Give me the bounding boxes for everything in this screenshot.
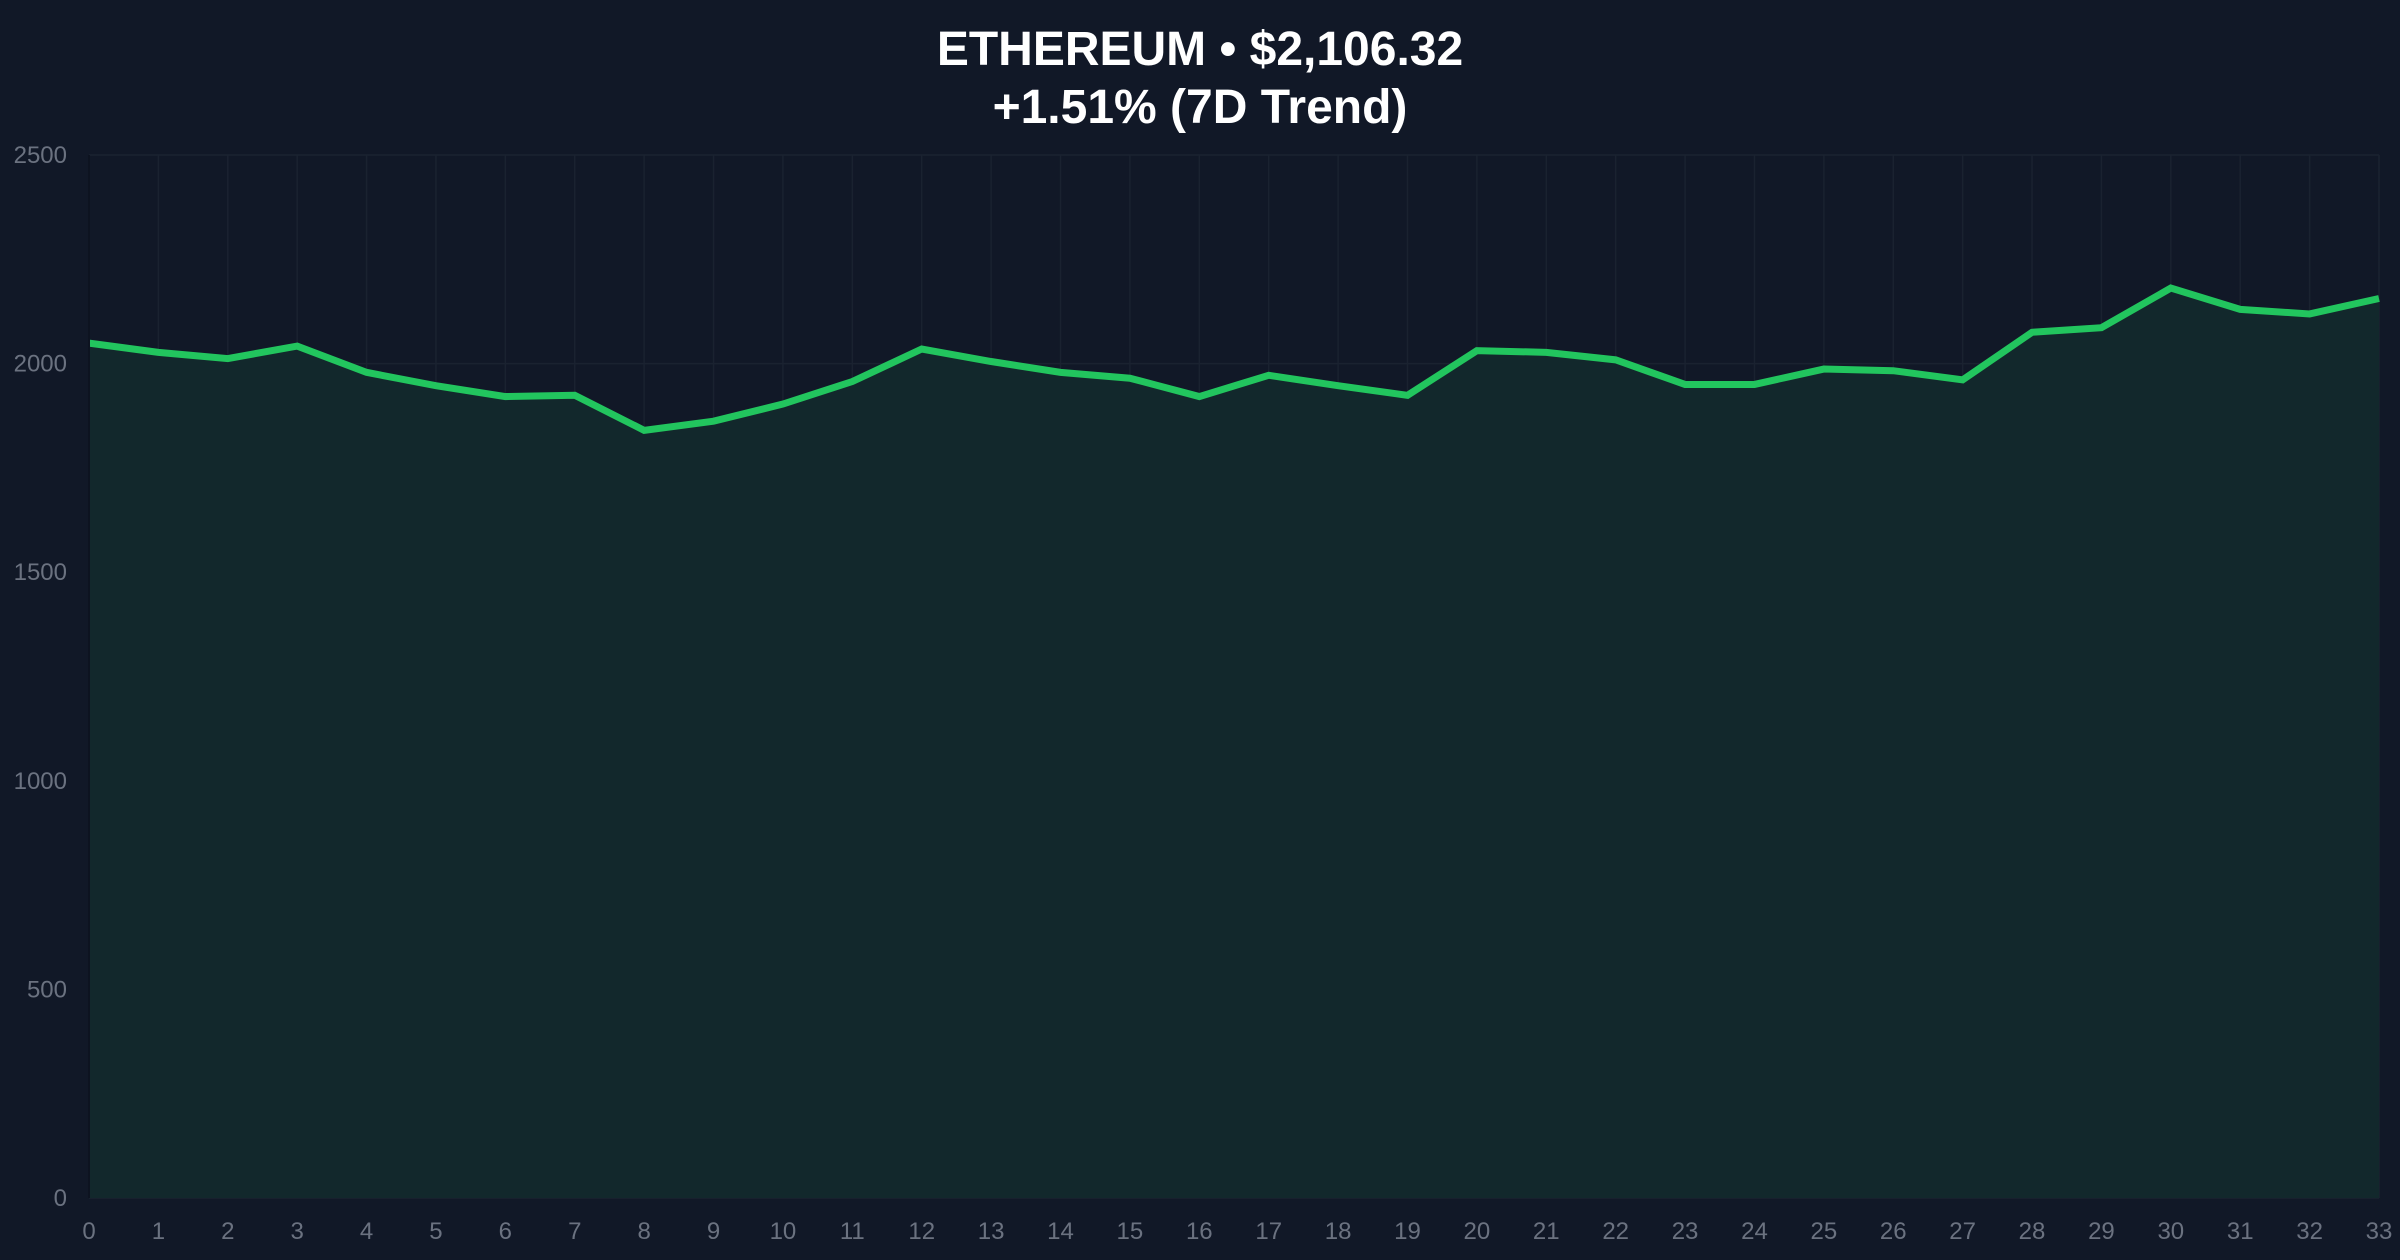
y-tick-label: 500 (27, 976, 67, 1003)
y-tick-label: 2000 (14, 351, 67, 378)
chart-subtitle: +1.51% (7D Trend) (992, 81, 1408, 134)
x-tick-label: 13 (978, 1218, 1005, 1245)
y-tick-label: 1000 (14, 768, 67, 795)
x-tick-label: 0 (82, 1218, 95, 1245)
x-tick-label: 26 (1880, 1218, 1907, 1245)
x-tick-label: 8 (637, 1218, 650, 1245)
x-tick-label: 5 (429, 1218, 442, 1245)
x-tick-label: 27 (1949, 1218, 1976, 1245)
x-tick-label: 11 (840, 1218, 865, 1245)
y-tick-label: 0 (54, 1185, 67, 1212)
x-tick-label: 1 (152, 1218, 165, 1245)
x-tick-label: 4 (360, 1218, 373, 1245)
x-tick-label: 21 (1533, 1218, 1560, 1245)
x-tick-label: 24 (1741, 1218, 1768, 1245)
x-tick-label: 2 (221, 1218, 234, 1245)
x-tick-label: 16 (1186, 1218, 1213, 1245)
x-tick-label: 32 (2296, 1218, 2323, 1245)
price-line (88, 284, 2380, 434)
chart-title: ETHEREUM • $2,106.32 (936, 23, 1464, 76)
x-tick-label: 20 (1464, 1218, 1491, 1245)
area-fill (89, 288, 2379, 1198)
x-tick-label: 33 (2366, 1218, 2393, 1245)
x-tick-label: 31 (2227, 1218, 2254, 1245)
x-tick-label: 12 (908, 1218, 935, 1245)
x-tick-label: 25 (1810, 1218, 1837, 1245)
x-tick-label: 7 (568, 1218, 581, 1245)
x-tick-label: 30 (2157, 1218, 2184, 1245)
x-tick-label: 9 (707, 1218, 720, 1245)
x-tick-label: 18 (1325, 1218, 1352, 1245)
x-tick-label: 14 (1047, 1218, 1074, 1245)
x-tick-label: 22 (1602, 1218, 1629, 1245)
y-tick-label: 2500 (14, 142, 67, 169)
x-tick-label: 28 (2019, 1218, 2046, 1245)
x-tick-label: 17 (1255, 1218, 1282, 1245)
x-tick-label: 19 (1394, 1218, 1421, 1245)
x-tick-label: 10 (770, 1218, 797, 1245)
x-tick-label: 23 (1672, 1218, 1699, 1245)
x-tick-label: 15 (1117, 1218, 1144, 1245)
x-tick-label: 29 (2088, 1218, 2115, 1245)
x-tick-label: 6 (499, 1218, 512, 1245)
x-tick-label: 3 (291, 1218, 304, 1245)
y-tick-label: 1500 (14, 559, 67, 586)
